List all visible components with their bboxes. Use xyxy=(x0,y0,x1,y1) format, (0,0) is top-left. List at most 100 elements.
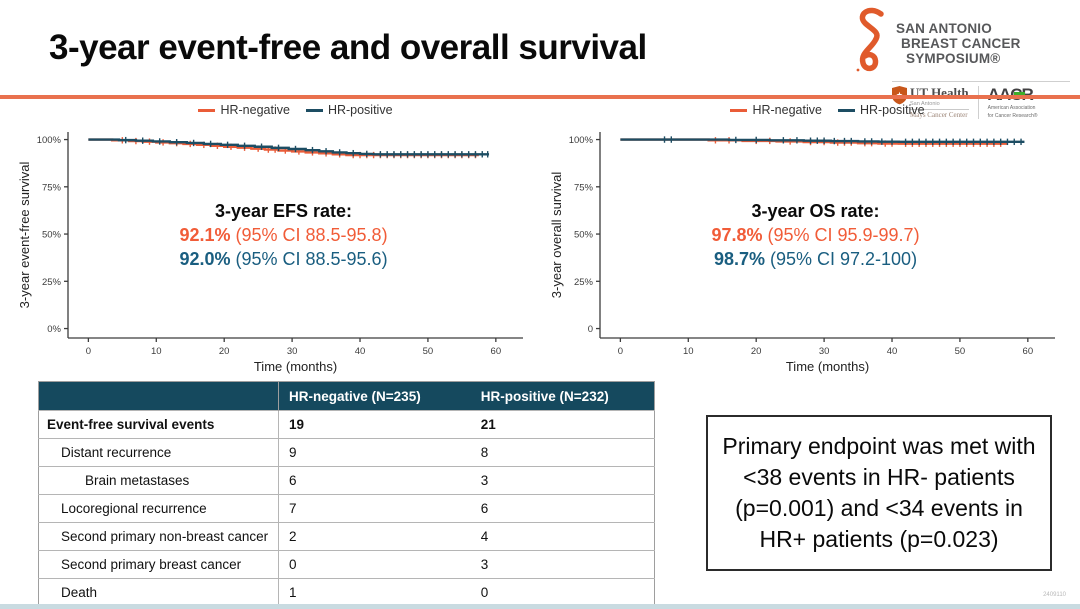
events-table: HR-negative (N=235) HR-positive (N=232) E… xyxy=(38,381,655,607)
x-tick-label: 10 xyxy=(151,346,162,357)
row-value: 2 xyxy=(278,522,471,551)
column-header: HR-positive (N=232) xyxy=(470,381,655,411)
km-curve-hr-positive xyxy=(620,138,1025,144)
sabcs-ribbon-icon xyxy=(856,7,884,72)
legend-label: HR-negative xyxy=(752,103,822,117)
aacr-sub1: American Association xyxy=(987,105,1036,111)
y-tick-label: 50% xyxy=(42,230,62,241)
hr-positive-swatch-icon xyxy=(305,108,323,112)
column-header: HR-negative (N=235) xyxy=(278,381,471,411)
km-curve-hr-positive xyxy=(88,138,490,156)
y-tick-label: 50% xyxy=(574,230,594,241)
page-title: 3-year event-free and overall survival xyxy=(49,28,647,67)
row-value: 9 xyxy=(278,438,471,467)
efs-legend: HR-negative HR-positive xyxy=(68,100,523,120)
row-label: Second primary non-breast cancer xyxy=(38,522,280,551)
os-chart-panel: HR-negative HR-positive 0 25% 50% 75% 100% 0 1… xyxy=(548,100,1063,380)
y-tick-label: 25% xyxy=(574,277,594,288)
x-axis-title: Time (months) xyxy=(254,359,337,374)
y-tick-label: 25% xyxy=(42,277,62,288)
x-tick-label: 30 xyxy=(287,346,298,357)
x-axis-title: Time (months) xyxy=(786,359,869,374)
y-axis-title: 3-year overall survival xyxy=(549,172,564,299)
ut-health-sub: San Antonio xyxy=(910,101,940,107)
row-value: 6 xyxy=(470,494,655,523)
row-value: 1 xyxy=(278,578,471,607)
x-tick-label: 20 xyxy=(751,346,762,357)
y-tick-label: 100% xyxy=(37,135,62,146)
sabcs-wordmark: SAN ANTONIO BREAST CANCER SYMPOSIUM® xyxy=(896,21,1021,67)
y-tick-label: 0 xyxy=(588,324,593,335)
x-tick-label: 20 xyxy=(219,346,230,357)
bottom-accent-bar xyxy=(0,604,1080,609)
x-tick-label: 0 xyxy=(618,346,623,357)
table-row: Distant recurrence 9 8 xyxy=(38,438,655,467)
efs-rate-title: 3-year EFS rate: xyxy=(214,201,353,221)
row-value: 19 xyxy=(278,410,471,439)
efs-rate-negative: 92.1% (95% CI 88.5-95.8) xyxy=(179,224,388,245)
legend-item-hr-positive: HR-positive xyxy=(305,103,393,117)
x-tick-label: 60 xyxy=(491,346,502,357)
sabcs-line2: BREAST CANCER xyxy=(901,35,1021,51)
row-value: 4 xyxy=(470,522,655,551)
footer-code: 2409110 xyxy=(1043,592,1066,598)
aacr-sub2: for Cancer Research® xyxy=(987,113,1038,119)
ut-health-center: Mays Cancer Center xyxy=(910,109,969,119)
row-value: 7 xyxy=(278,494,471,523)
efs-annotation: 3-year EFS rate: 92.1% (95% CI 88.5-95.8… xyxy=(56,200,511,271)
os-rate-negative: 97.8% (95% CI 95.9-99.7) xyxy=(711,224,920,245)
row-label: Distant recurrence xyxy=(38,438,280,467)
y-tick-label: 75% xyxy=(574,182,594,193)
row-value: 0 xyxy=(278,550,471,579)
row-label: Second primary breast cancer xyxy=(38,550,280,579)
table-row: Locoregional recurrence 7 6 xyxy=(38,494,655,523)
x-tick-label: 40 xyxy=(355,346,366,357)
primary-endpoint-box: Primary endpoint was met with <38 events… xyxy=(706,415,1052,571)
row-value: 6 xyxy=(278,466,471,495)
y-tick-label: 0% xyxy=(47,324,61,335)
os-rate-title: 3-year OS rate: xyxy=(751,201,880,221)
row-value: 3 xyxy=(470,550,655,579)
table-row: Event-free survival events 19 21 xyxy=(38,410,655,439)
x-tick-label: 50 xyxy=(955,346,966,357)
events-table-body: Event-free survival events 19 21 Distant re… xyxy=(38,410,655,607)
os-legend: HR-negative HR-positive xyxy=(600,100,1055,120)
x-tick-label: 40 xyxy=(887,346,898,357)
legend-label: HR-positive xyxy=(327,103,393,117)
hr-negative-swatch-icon xyxy=(198,108,216,112)
hr-positive-swatch-icon xyxy=(837,108,855,112)
y-tick-label: 100% xyxy=(569,135,594,146)
legend-label: HR-positive xyxy=(859,103,925,117)
x-tick-label: 60 xyxy=(1023,346,1034,357)
legend-item-hr-negative: HR-negative xyxy=(198,103,290,117)
hr-negative-swatch-icon xyxy=(730,108,748,112)
os-km-plot: 0 25% 50% 75% 100% 0 10 20 30 40 50 60 Time (months)… xyxy=(549,132,1055,374)
primary-endpoint-text: Primary endpoint was met with <38 events… xyxy=(722,432,1036,553)
sabcs-line1: SAN ANTONIO xyxy=(896,21,992,36)
row-label: Brain metastases xyxy=(38,466,280,495)
table-row: Second primary non-breast cancer 2 4 xyxy=(38,522,655,551)
os-rate-positive: 98.7% (95% CI 97.2-100) xyxy=(713,248,918,269)
x-tick-label: 0 xyxy=(86,346,91,357)
title-accent-rule xyxy=(0,95,1080,99)
legend-item-hr-positive: HR-positive xyxy=(837,103,925,117)
column-header xyxy=(38,381,280,411)
legend-item-hr-negative: HR-negative xyxy=(730,103,822,117)
table-row: Brain metastases 6 3 xyxy=(38,466,655,495)
events-table-header: HR-negative (N=235) HR-positive (N=232) xyxy=(38,381,655,411)
y-tick-label: 75% xyxy=(42,182,62,193)
os-annotation: 3-year OS rate: 97.8% (95% CI 95.9-99.7)… xyxy=(588,200,1043,271)
row-label: Locoregional recurrence xyxy=(38,494,280,523)
efs-chart-panel: HR-negative HR-positive 0% 25% 50% 75% 100% 0… xyxy=(16,100,531,380)
row-value: 21 xyxy=(470,410,655,439)
x-tick-label: 30 xyxy=(819,346,830,357)
table-row: Death 1 0 xyxy=(38,578,655,607)
y-axis-title: 3-year event-free survival xyxy=(17,162,32,309)
row-value: 0 xyxy=(470,578,655,607)
row-value: 8 xyxy=(470,438,655,467)
legend-label: HR-negative xyxy=(220,103,290,117)
sabcs-logo: SAN ANTONIO BREAST CANCER SYMPOSIUM® xyxy=(852,6,1070,78)
table-header-row: HR-negative (N=235) HR-positive (N=232) xyxy=(38,381,655,411)
table-row: Second primary breast cancer 0 3 xyxy=(38,550,655,579)
